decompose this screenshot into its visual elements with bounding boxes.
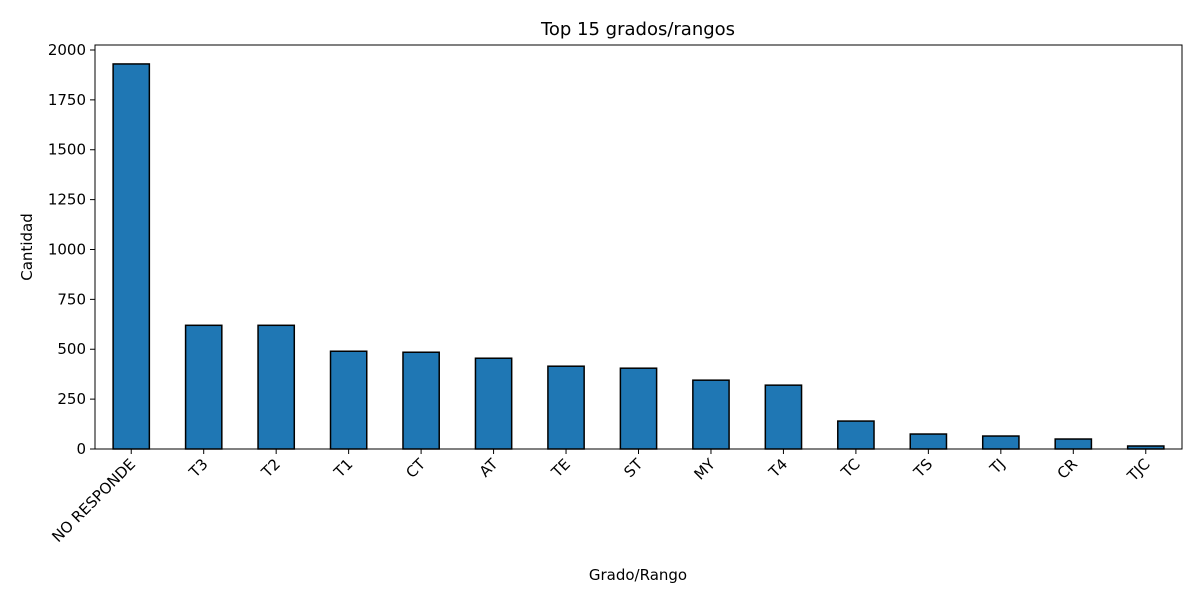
- x-tick-label: T4: [765, 455, 792, 482]
- x-tick-label: TE: [547, 455, 574, 482]
- y-tick-label: 1750: [48, 91, 86, 109]
- y-tick-label: 0: [76, 440, 86, 458]
- chart-title: Top 15 grados/rangos: [540, 19, 735, 40]
- bar-t3: [184, 324, 223, 450]
- bar-cr: [1054, 438, 1093, 450]
- bar-t4: [764, 384, 803, 450]
- y-tick-label: 250: [57, 390, 86, 408]
- y-tick-label: 750: [57, 290, 86, 308]
- x-tick-label: T1: [330, 455, 357, 482]
- plot-frame: [94, 44, 1183, 450]
- x-tick-label: AT: [476, 455, 502, 481]
- bar-at: [474, 357, 513, 450]
- x-axis: NO RESPONDE T3 T2 T1 CT AT TE ST MY T4 TC TS TJ CR TJC: [48, 449, 1154, 546]
- x-axis-label: Grado/Rango: [589, 566, 687, 584]
- bars-group: [112, 63, 1165, 450]
- x-tick-label: T2: [257, 455, 284, 482]
- x-tick-label: CT: [402, 455, 429, 482]
- y-tick-label: 1500: [48, 141, 86, 159]
- x-tick-label: NO RESPONDE: [48, 455, 139, 546]
- x-tick-label: TJC: [1123, 455, 1153, 485]
- bar-no-responde: [112, 63, 151, 450]
- x-tick-label: ST: [620, 455, 647, 482]
- x-tick-label: MY: [690, 455, 719, 484]
- x-tick-label: T3: [185, 455, 212, 482]
- x-tick-label: CR: [1054, 455, 1082, 483]
- bar-ts: [909, 433, 948, 450]
- y-tick-label: 1000: [48, 240, 86, 258]
- bar-st: [619, 367, 658, 450]
- y-tick-label: 2000: [48, 41, 86, 59]
- bar-tc: [837, 420, 875, 450]
- y-tick-label: 1250: [48, 191, 86, 209]
- bar-t2: [257, 324, 296, 450]
- x-tick-label: TC: [837, 455, 864, 482]
- bar-te: [547, 365, 585, 450]
- y-tick-label: 500: [57, 340, 86, 358]
- y-axis: 0 250 500 750 1000 1250 1500 1750 2000: [48, 41, 95, 458]
- bar-t1: [329, 350, 368, 450]
- bar-ct: [402, 351, 440, 450]
- x-tick-label: TS: [910, 455, 937, 482]
- x-tick-label: TJ: [986, 455, 1009, 478]
- bar-my: [692, 379, 730, 450]
- y-axis-label: Cantidad: [18, 213, 36, 280]
- bar-tj: [981, 435, 1020, 450]
